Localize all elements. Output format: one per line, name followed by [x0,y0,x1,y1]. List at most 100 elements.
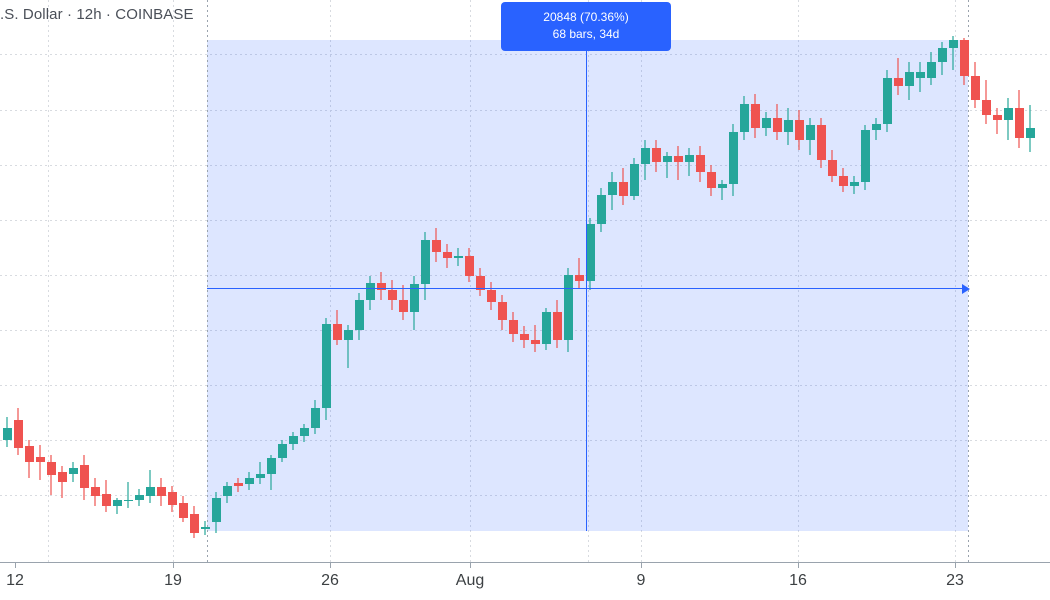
candlestick [453,0,463,562]
candlestick [332,0,342,562]
candle-body [783,120,793,132]
vertical-gridline [470,0,471,562]
candle-body [35,457,45,462]
candlestick [420,0,430,562]
chart-plot-area[interactable]: 20848 (70.36%) 68 bars, 34d .S. Dollar ·… [0,0,1050,562]
tooltip-bars-line: 68 bars, 34d [552,27,620,41]
candle-body [1025,128,1035,138]
x-axis[interactable]: 12 19 26 Aug 9 16 23 [0,562,1050,600]
candlestick [904,0,914,562]
candle-body [772,118,782,132]
candle-body [277,444,287,458]
candle-body [541,312,551,344]
candlestick [673,0,683,562]
candlestick [354,0,364,562]
candle-body [46,462,56,475]
candlestick [376,0,386,562]
candle-body [981,100,991,115]
candle-body [827,160,837,176]
candle-body [167,492,177,505]
candlestick [387,0,397,562]
candlestick [310,0,320,562]
candle-body [79,465,89,488]
candle-body [233,483,243,486]
candlestick [365,0,375,562]
candlestick [552,0,562,562]
candle-body [893,78,903,86]
candle-body [310,408,320,428]
x-axis-tick [470,563,471,568]
candle-body [112,500,122,506]
horizontal-gridline [0,440,1050,441]
candlestick [156,0,166,562]
candle-body [904,72,914,86]
measurement-selection-rect[interactable] [207,40,968,531]
candle-body [464,256,474,276]
candle-wick [996,108,998,134]
selection-right-edge[interactable] [968,0,969,562]
candlestick [706,0,716,562]
candlestick [321,0,331,562]
candle-body [508,320,518,334]
candle-body [420,240,430,284]
candle-body [486,290,496,302]
candlestick [79,0,89,562]
candlestick [915,0,925,562]
candlestick [233,0,243,562]
candlestick [68,0,78,562]
candlestick [926,0,936,562]
candlestick [508,0,518,562]
x-axis-label: 23 [946,572,964,589]
candle-body [585,224,595,281]
x-axis-tick [173,563,174,568]
candlestick [618,0,628,562]
symbol-title[interactable]: .S. Dollar · 12h · COINBASE [0,6,194,23]
candlestick [739,0,749,562]
candlestick [211,0,221,562]
candle-body [596,195,606,224]
candlestick [783,0,793,562]
candlestick [1003,0,1013,562]
candlestick [57,0,67,562]
vertical-gridline [955,0,956,562]
candle-body [354,300,364,330]
candlestick [607,0,617,562]
candle-body [728,132,738,184]
x-axis-label: 16 [789,572,807,589]
candle-body [662,156,672,162]
candlestick [596,0,606,562]
horizontal-gridline [0,220,1050,221]
candle-body [332,324,342,340]
candle-wick [578,258,580,288]
candlestick [200,0,210,562]
candlestick [574,0,584,562]
candle-wick [50,455,52,495]
candle-wick [666,152,668,178]
candlestick [277,0,287,562]
candlestick [46,0,56,562]
candle-body [145,487,155,496]
candle-body [244,478,254,484]
measurement-tooltip[interactable]: 20848 (70.36%) 68 bars, 34d [501,2,671,51]
candlestick [486,0,496,562]
candlestick [992,0,1002,562]
selection-left-edge[interactable] [207,0,208,562]
horizontal-gridline [0,385,1050,386]
horizontal-gridline [0,495,1050,496]
candle-body [222,486,232,496]
x-axis-label: Aug [455,572,485,589]
candlestick [959,0,969,562]
candlestick [794,0,804,562]
candlestick [882,0,892,562]
vertical-gridline [588,0,589,562]
candlestick [101,0,111,562]
candlestick [145,0,155,562]
candle-body [343,330,353,340]
candlestick [530,0,540,562]
candle-body [574,275,584,281]
candle-body [365,283,375,300]
candlestick [849,0,859,562]
candlestick [563,0,573,562]
candle-body [607,182,617,195]
candle-body [453,256,463,258]
